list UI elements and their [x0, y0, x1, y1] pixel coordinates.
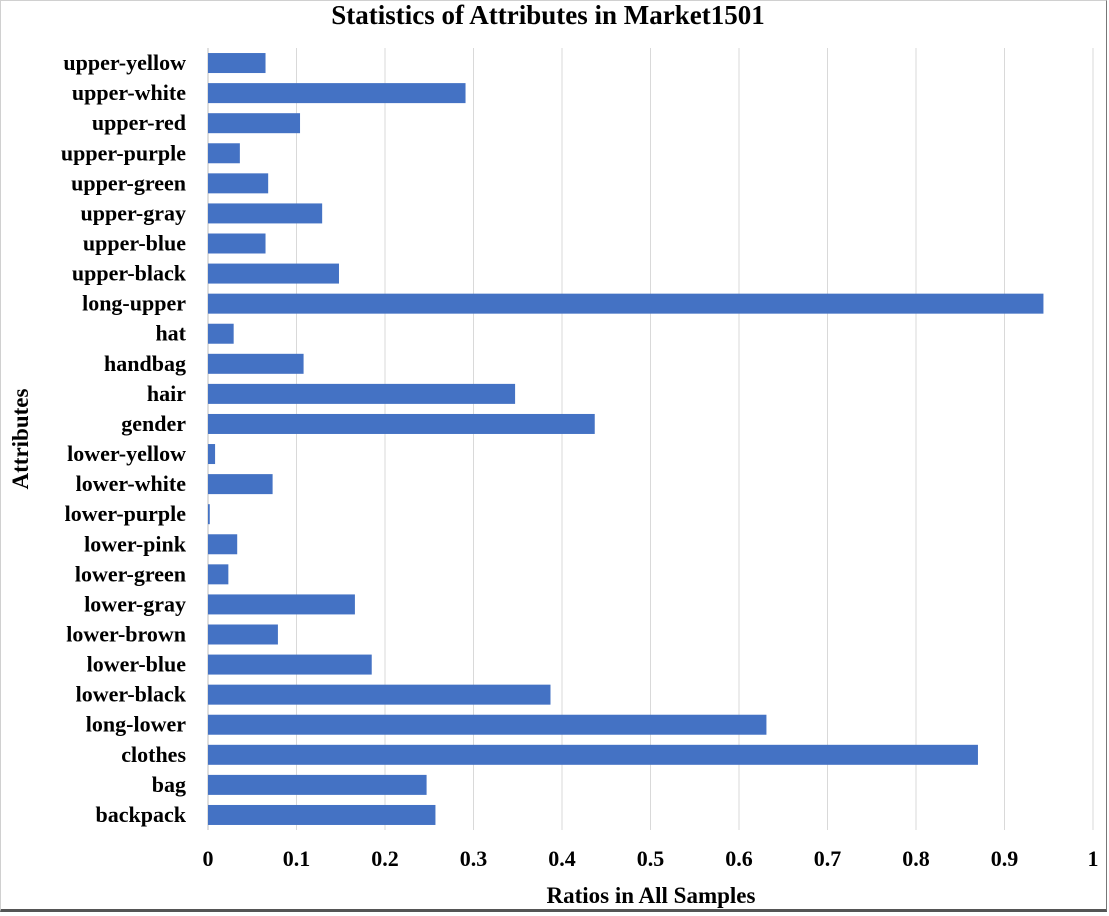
x-tick-label: 0.1 — [283, 846, 311, 871]
category-labels: upper-yellow upper-white upper-red upper-pu… — [61, 50, 187, 827]
bar-lower-black — [208, 684, 551, 705]
chart-title: Statistics of Attributes in Market1501 — [331, 0, 764, 30]
category-label: long-upper — [82, 291, 186, 316]
category-label: long-lower — [86, 712, 186, 737]
bar-bag — [208, 774, 427, 795]
bar-hair — [208, 383, 516, 404]
x-tick-label: 1 — [1088, 846, 1099, 871]
bar-upper-green — [208, 173, 269, 194]
bar-lower-blue — [208, 654, 372, 675]
gridlines — [296, 48, 1094, 830]
bar-long-upper — [208, 293, 1044, 314]
x-tick-label: 0.7 — [814, 846, 842, 871]
category-label: upper-purple — [61, 140, 186, 165]
bar-upper-purple — [208, 143, 240, 164]
category-label: lower-brown — [66, 622, 186, 647]
category-label: upper-blue — [83, 231, 186, 256]
bar-lower-brown — [208, 624, 278, 645]
bar-upper-red — [208, 113, 301, 134]
bar-upper-blue — [208, 233, 266, 254]
bar-lower-gray — [208, 594, 355, 615]
category-label: hair — [147, 381, 186, 406]
bar-upper-white — [208, 83, 466, 104]
y-axis-label: Attributes — [8, 388, 33, 489]
bar-lower-yellow — [208, 444, 216, 465]
category-label: lower-purple — [65, 501, 187, 526]
category-label: lower-gray — [84, 591, 186, 616]
bar-lower-pink — [208, 534, 238, 555]
x-tick-label: 0.5 — [637, 846, 665, 871]
bar-clothes — [208, 744, 978, 765]
x-tick-label: 0.2 — [371, 846, 399, 871]
bar-upper-yellow — [208, 53, 266, 74]
bar-gender — [208, 413, 595, 434]
category-label: backpack — [96, 802, 187, 827]
x-tick-label: 0.9 — [991, 846, 1019, 871]
category-label: handbag — [104, 351, 186, 376]
bar-lower-white — [208, 474, 273, 495]
x-tick-labels: 0 0.1 0.2 0.3 0.4 0.5 0.6 0.7 0.8 0.9 1 — [203, 846, 1099, 871]
category-label: lower-blue — [87, 652, 187, 677]
bar-long-lower — [208, 714, 767, 735]
category-label: upper-yellow — [63, 50, 186, 75]
category-label: bag — [152, 772, 186, 797]
x-tick-label: 0.4 — [548, 846, 576, 871]
category-label: lower-green — [75, 561, 186, 586]
category-label: lower-white — [76, 471, 187, 496]
x-axis-label: Ratios in All Samples — [547, 883, 756, 908]
x-tick-label: 0.8 — [902, 846, 930, 871]
bar-upper-gray — [208, 203, 323, 224]
bars — [208, 53, 1044, 825]
bar-lower-purple — [208, 504, 210, 525]
category-label: lower-pink — [84, 531, 187, 556]
category-label: lower-black — [76, 682, 187, 707]
category-label: upper-green — [71, 170, 186, 195]
x-tick-label: 0 — [203, 846, 214, 871]
x-tick-label: 0.6 — [725, 846, 753, 871]
bar-backpack — [208, 804, 436, 825]
category-label: upper-black — [72, 261, 187, 286]
category-label: hat — [155, 321, 186, 346]
bar-hat — [208, 323, 234, 344]
x-tick-label: 0.3 — [460, 846, 488, 871]
bar-handbag — [208, 353, 304, 374]
category-label: clothes — [121, 742, 186, 767]
category-label: upper-red — [92, 110, 186, 135]
bar-lower-green — [208, 564, 229, 585]
category-label: upper-gray — [80, 200, 186, 225]
category-label: upper-white — [72, 80, 186, 105]
category-label: gender — [121, 411, 186, 436]
bar-upper-black — [208, 263, 339, 284]
category-label: lower-yellow — [67, 441, 186, 466]
